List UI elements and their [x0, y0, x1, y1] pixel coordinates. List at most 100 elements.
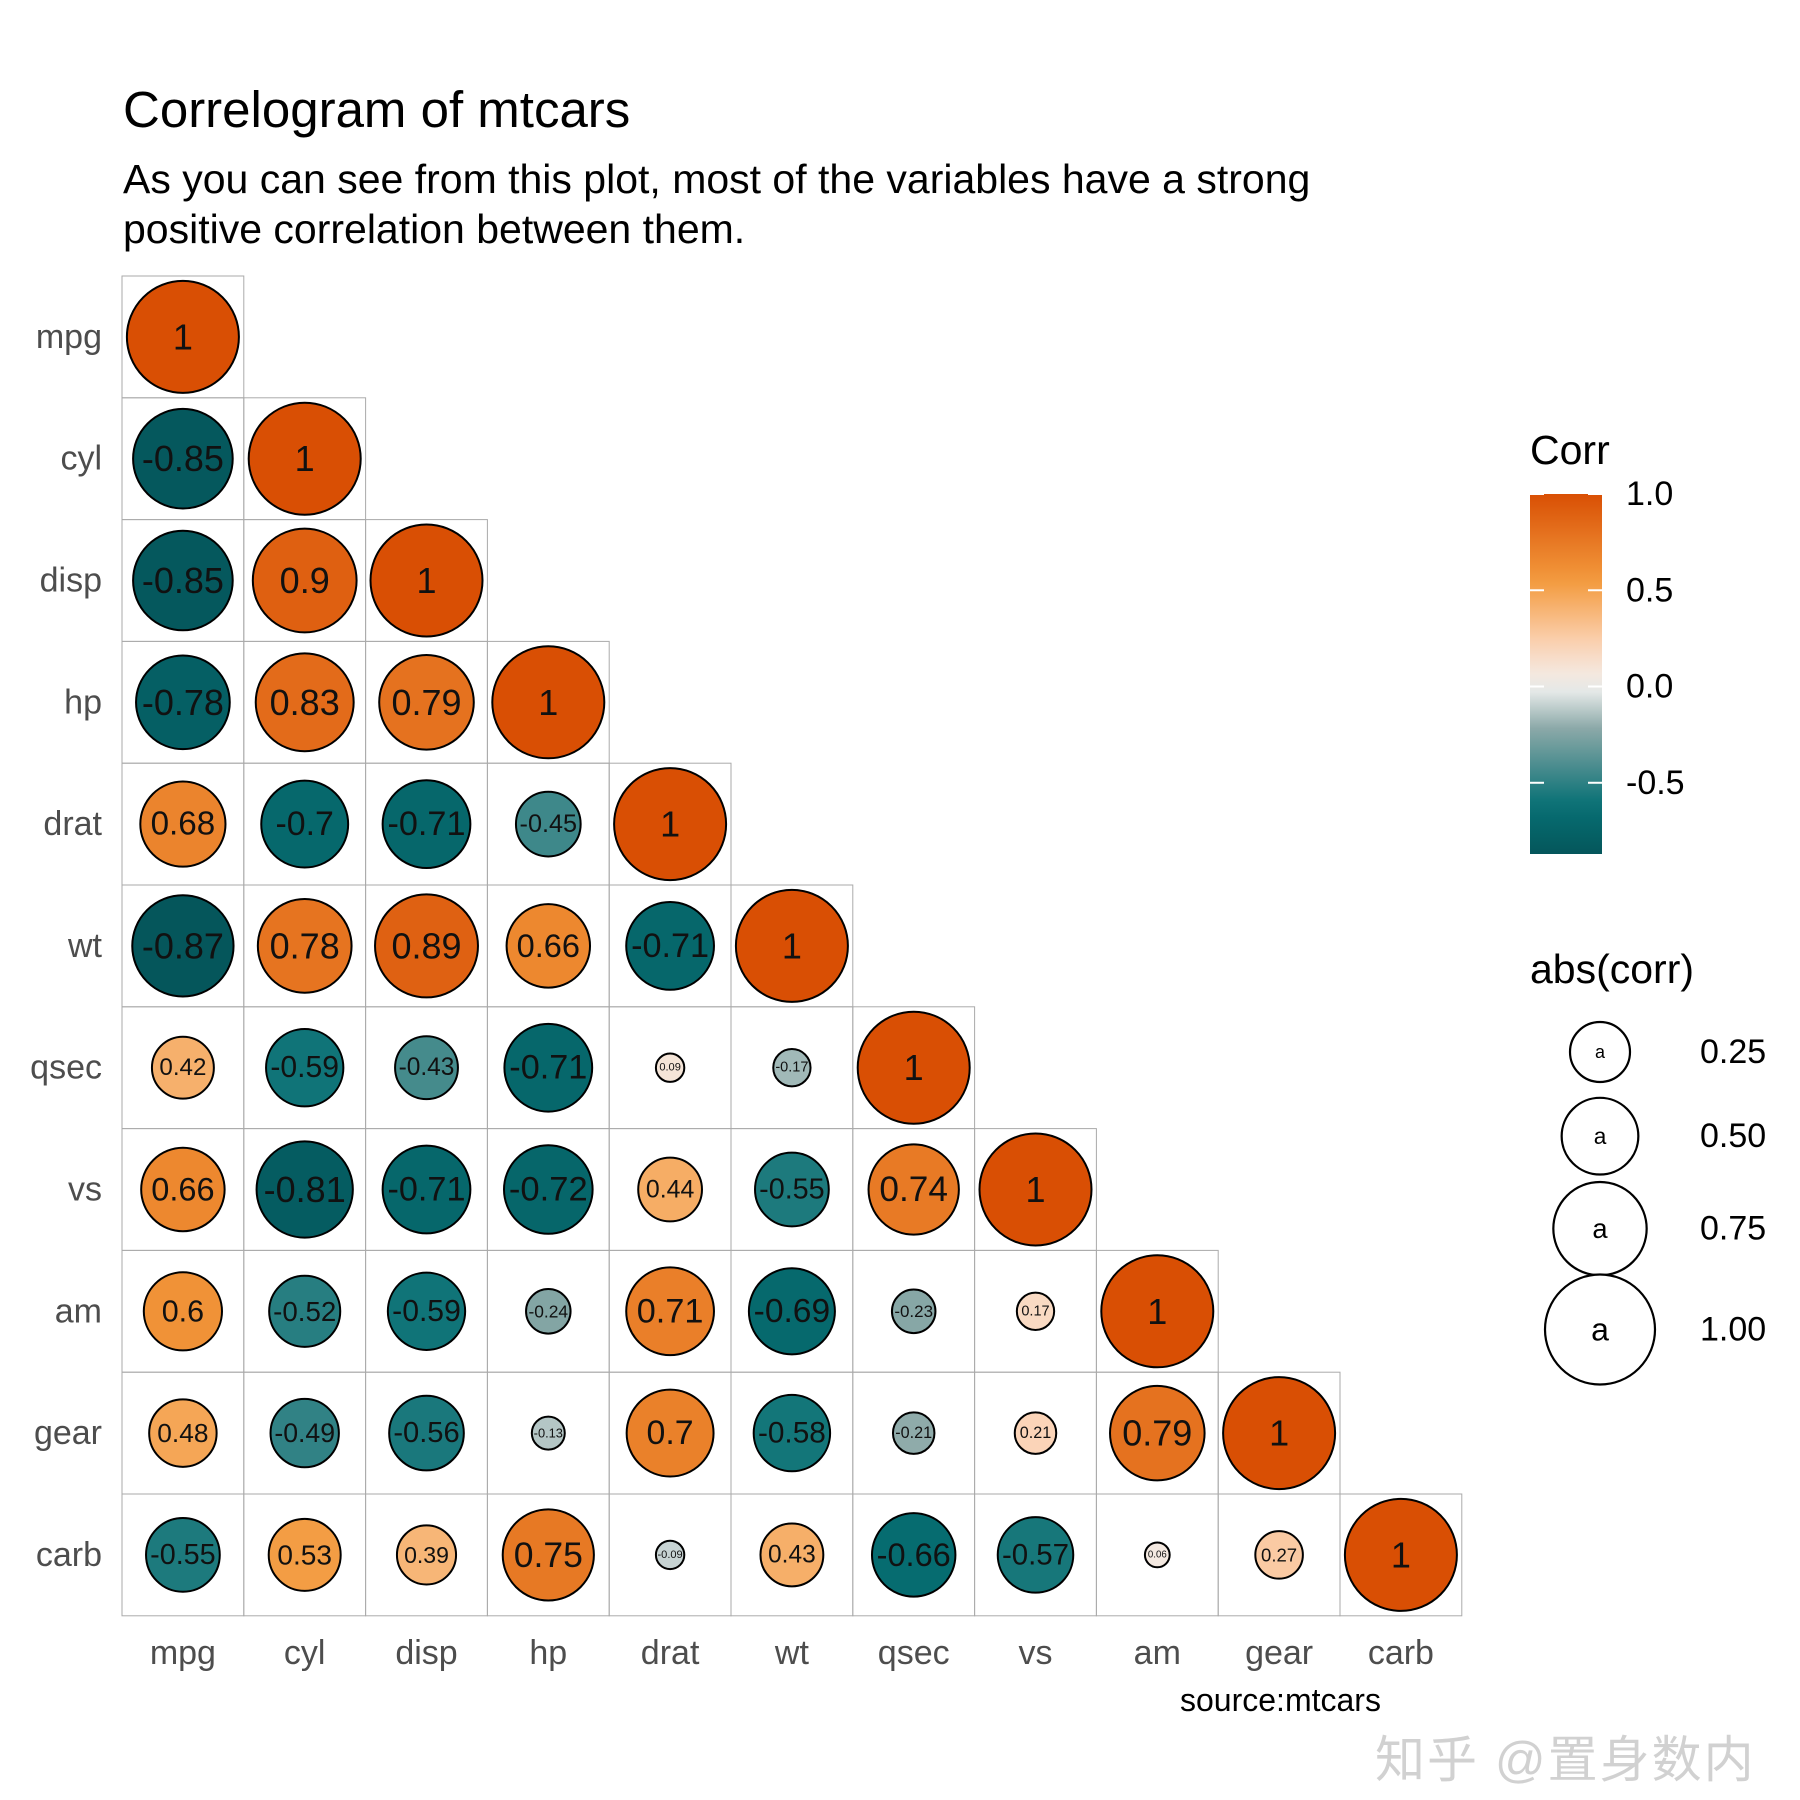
- colorbar: [1530, 494, 1602, 854]
- corr-label: -0.43: [399, 1054, 455, 1081]
- corr-circle: [996, 1516, 1075, 1594]
- x-tick-label: drat: [641, 1634, 700, 1672]
- y-tick-label: hp: [64, 683, 102, 721]
- cell-wt-cyl: 0.78: [243, 884, 367, 1008]
- corr-circle: [1222, 1376, 1337, 1491]
- corr-label: 0.68: [151, 806, 216, 843]
- corr-circle: [1343, 1497, 1458, 1612]
- corr-label: 0.21: [1020, 1424, 1051, 1442]
- cell-drat-drat: 1: [608, 762, 732, 886]
- cell-qsec-mpg: 0.42: [121, 1006, 245, 1130]
- cell-carb-carb: 1: [1339, 1493, 1463, 1617]
- corr-circle: [125, 279, 240, 394]
- x-tick-label: carb: [1368, 1634, 1434, 1672]
- cell-disp-cyl: 0.9: [243, 519, 367, 642]
- cell-am-qsec: -0.23: [852, 1249, 976, 1373]
- corr-label: -0.59: [392, 1295, 461, 1328]
- y-tick-label: carb: [36, 1536, 102, 1574]
- cell-frame: [1339, 1493, 1463, 1617]
- x-tick-label: disp: [395, 1634, 457, 1672]
- cell-vs-drat: 0.44: [608, 1128, 732, 1251]
- corr-label: 1: [1025, 1169, 1045, 1210]
- corr-circle: [268, 1274, 342, 1348]
- cell-gear-cyl: -0.49: [243, 1371, 367, 1495]
- corr-label: 0.06: [1148, 1549, 1167, 1560]
- corr-label: 0.75: [514, 1535, 583, 1575]
- cell-am-wt: -0.69: [730, 1249, 854, 1373]
- cell-gear-hp: -0.13: [486, 1371, 610, 1495]
- corr-circle: [269, 1397, 340, 1469]
- size-legend: a 0.25 a 0.50 a 0.75 a 1.00: [1543, 1020, 1766, 1386]
- x-tick-label: mpg: [150, 1634, 216, 1672]
- cell-gear-am: 0.79: [1095, 1371, 1219, 1495]
- corr-circle: [503, 1022, 594, 1113]
- cell-qsec-cyl: -0.59: [243, 1006, 367, 1130]
- cell-drat-mpg: 0.68: [121, 762, 245, 886]
- corr-label: -0.85: [142, 560, 224, 601]
- size-legend-label: 0.75: [1700, 1210, 1766, 1248]
- cell-vs-hp: -0.72: [486, 1128, 610, 1251]
- cell-drat-cyl: -0.7: [243, 762, 367, 886]
- y-tick-label: cyl: [60, 440, 102, 478]
- corr-circle: [150, 1035, 215, 1100]
- cell-gear-qsec: -0.21: [852, 1371, 976, 1495]
- corr-label: 1: [295, 438, 315, 479]
- corr-label: -0.17: [775, 1060, 808, 1076]
- cell-carb-drat: -0.09: [608, 1493, 732, 1617]
- corr-circle: [747, 1267, 836, 1356]
- cell-carb-wt: 0.43: [730, 1493, 854, 1617]
- corr-label: 0.44: [646, 1176, 695, 1204]
- cell-hp-mpg: -0.78: [121, 640, 245, 764]
- corr-circle: [501, 1508, 595, 1602]
- corr-circle: [140, 1146, 226, 1233]
- corr-circle: [378, 654, 475, 751]
- corr-label: -0.52: [273, 1296, 336, 1327]
- x-tick-label: cyl: [284, 1634, 326, 1672]
- cell-wt-wt: 1: [730, 884, 854, 1008]
- cell-wt-hp: 0.66: [486, 884, 610, 1008]
- cell-wt-disp: 0.89: [365, 884, 488, 1008]
- corr-label: -0.71: [631, 927, 709, 965]
- corr-circle: [654, 1052, 686, 1083]
- cell-am-mpg: 0.6: [121, 1249, 245, 1373]
- corr-circle: [251, 527, 358, 634]
- corr-label: -0.55: [150, 1539, 216, 1571]
- corr-circle: [131, 894, 235, 998]
- corr-label: 0.83: [270, 682, 340, 723]
- corr-circle: [752, 1393, 832, 1473]
- corr-label: -0.49: [274, 1418, 335, 1448]
- corr-label: 1: [538, 682, 558, 723]
- size-legend-label: 0.25: [1700, 1033, 1766, 1071]
- corr-label: -0.71: [509, 1049, 587, 1087]
- cell-hp-disp: 0.79: [365, 640, 488, 764]
- cell-carb-cyl: 0.53: [243, 1493, 367, 1617]
- corr-label: 0.71: [637, 1292, 704, 1330]
- corr-label: 1: [904, 1047, 924, 1088]
- cell-vs-vs: 1: [974, 1128, 1097, 1251]
- corr-circle: [395, 1524, 458, 1586]
- x-tick-label: hp: [529, 1634, 567, 1672]
- corr-circle: [1143, 1541, 1171, 1569]
- cell-gear-drat: 0.7: [608, 1371, 732, 1495]
- corr-circle: [1015, 1291, 1056, 1331]
- colorbar-tick-label: -0.5: [1626, 764, 1685, 802]
- cell-gear-gear: 1: [1217, 1371, 1341, 1495]
- corr-circle: [1100, 1254, 1215, 1369]
- cell-qsec-qsec: 1: [852, 1006, 976, 1130]
- size-legend-title: abs(corr): [1530, 946, 1695, 992]
- corr-label: -0.23: [894, 1302, 933, 1321]
- corr-circle: [260, 779, 350, 869]
- corr-label: -0.78: [142, 682, 224, 723]
- corr-circle: [142, 1271, 223, 1352]
- cell-qsec-disp: -0.43: [365, 1006, 488, 1130]
- corr-label: -0.71: [388, 1171, 466, 1209]
- corr-circle: [978, 1132, 1093, 1247]
- y-tick-label: mpg: [36, 318, 102, 356]
- corr-circle: [491, 645, 606, 760]
- corr-circle: [754, 1151, 830, 1228]
- cell-wt-mpg: -0.87: [121, 884, 245, 1008]
- corr-label: 1: [782, 925, 802, 966]
- cell-gear-mpg: 0.48: [121, 1371, 245, 1495]
- corr-label: 0.66: [517, 928, 580, 964]
